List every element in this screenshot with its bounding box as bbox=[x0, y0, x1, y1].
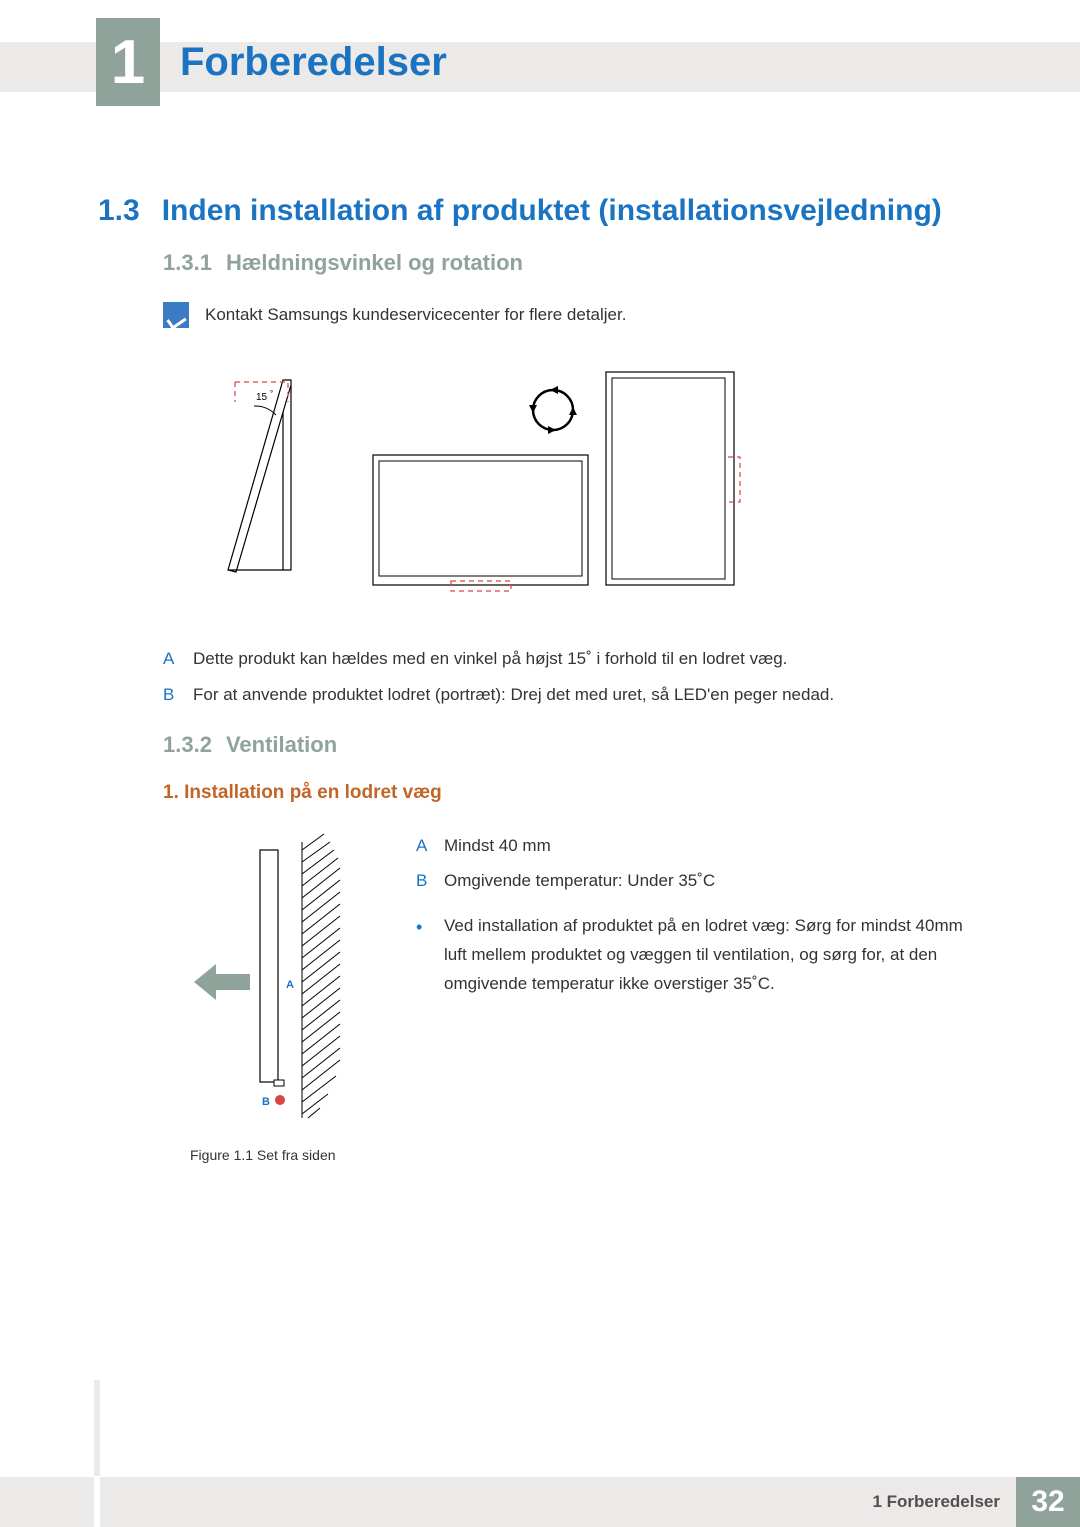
page-footer: 1 Forberedelser 32 bbox=[0, 1477, 1080, 1527]
note-icon bbox=[163, 302, 189, 328]
ventilation-letter: A bbox=[416, 832, 432, 861]
ventilation-value: Mindst 40 mm bbox=[444, 832, 551, 861]
svg-text:B: B bbox=[262, 1096, 270, 1108]
ventilation-item: B Omgivende temperatur: Under 35˚C bbox=[416, 867, 980, 896]
footer-page-number: 32 bbox=[1016, 1477, 1080, 1527]
ventilation-block: A B Figure 1.1 Set fra siden A Mindst 40… bbox=[190, 832, 980, 1163]
ventilation-subheading: 1. Installation på en lodret væg bbox=[163, 782, 442, 804]
note-text: Kontakt Samsungs kundeservicecenter for … bbox=[205, 305, 626, 325]
footer-label: 1 Forberedelser bbox=[100, 1477, 1016, 1527]
header-band bbox=[0, 42, 1080, 92]
section-title: Inden installation af produktet (install… bbox=[162, 194, 942, 228]
subsection-132-heading: 1.3.2 Ventilation bbox=[163, 732, 337, 758]
ventilation-figure: A B Figure 1.1 Set fra siden bbox=[190, 832, 380, 1163]
left-rail bbox=[94, 1380, 100, 1476]
footer-left-box bbox=[0, 1477, 94, 1527]
definition-row: B For at anvende produktet lodret (portr… bbox=[163, 682, 980, 708]
ventilation-text: A Mindst 40 mm B Omgivende temperatur: U… bbox=[416, 832, 980, 1163]
svg-text:A: A bbox=[286, 979, 294, 991]
ventilation-bullet-text: Ved installation af produktet på en lodr… bbox=[444, 912, 980, 999]
svg-text:15: 15 bbox=[256, 392, 268, 403]
definition-letter: A bbox=[163, 646, 179, 672]
definition-list-131: A Dette produkt kan hældes med en vinkel… bbox=[163, 646, 980, 717]
subsection-131-number: 1.3.1 bbox=[163, 250, 212, 276]
ventilation-letter: B bbox=[416, 867, 432, 896]
definition-text: For at anvende produktet lodret (portræt… bbox=[193, 682, 834, 708]
tilt-rotation-diagram: 15 ° bbox=[188, 360, 748, 600]
definition-text: Dette produkt kan hældes med en vinkel p… bbox=[193, 646, 787, 672]
ventilation-value: Omgivende temperatur: Under 35˚C bbox=[444, 867, 715, 896]
subsection-131-title: Hældningsvinkel og rotation bbox=[226, 250, 523, 276]
subsection-131-heading: 1.3.1 Hældningsvinkel og rotation bbox=[163, 250, 523, 276]
note-block: Kontakt Samsungs kundeservicecenter for … bbox=[163, 302, 626, 328]
section-number: 1.3 bbox=[98, 194, 140, 228]
definition-row: A Dette produkt kan hældes med en vinkel… bbox=[163, 646, 980, 672]
figure-caption: Figure 1.1 Set fra siden bbox=[190, 1147, 380, 1163]
ventilation-bullet: • Ved installation af produktet på en lo… bbox=[416, 912, 980, 999]
subsection-132-title: Ventilation bbox=[226, 732, 337, 758]
ventilation-item: A Mindst 40 mm bbox=[416, 832, 980, 861]
bullet-icon: • bbox=[416, 912, 432, 999]
subsection-132-number: 1.3.2 bbox=[163, 732, 212, 758]
svg-text:°: ° bbox=[270, 389, 273, 398]
definition-letter: B bbox=[163, 682, 179, 708]
section-heading: 1.3 Inden installation af produktet (ins… bbox=[98, 194, 1020, 228]
chapter-number-badge: 1 bbox=[96, 18, 160, 106]
chapter-title: Forberedelser bbox=[180, 40, 447, 85]
